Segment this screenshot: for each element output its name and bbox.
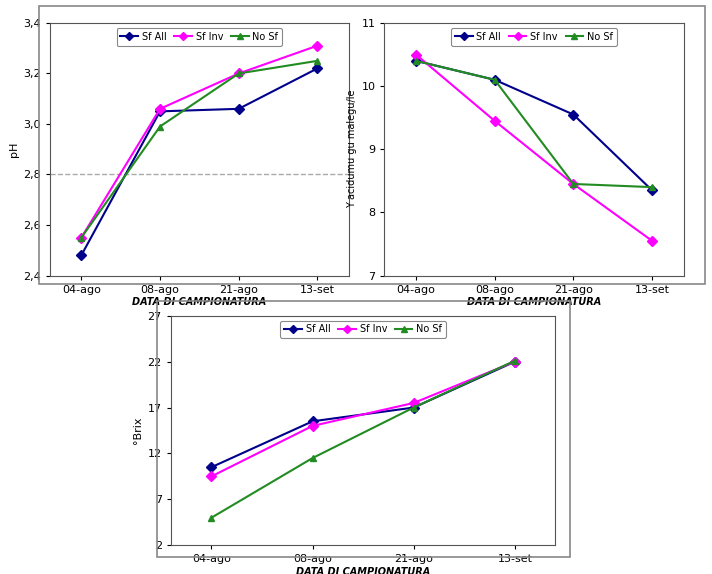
No Sf <box>77 234 85 241</box>
Sf All <box>308 418 317 425</box>
Legend: Sf All, Sf Inv, No Sf: Sf All, Sf Inv, No Sf <box>117 28 282 45</box>
X-axis label: DATA DI CAMPIONATURA: DATA DI CAMPIONATURA <box>132 297 266 307</box>
Sf All <box>77 252 85 259</box>
Line: No Sf: No Sf <box>208 357 518 521</box>
Line: No Sf: No Sf <box>412 57 656 191</box>
Sf Inv <box>412 51 420 58</box>
Sf Inv <box>511 358 519 365</box>
Sf All <box>511 358 519 365</box>
Y-axis label: °Brix: °Brix <box>133 417 143 444</box>
Y-axis label: Y acidumu gu malegu/le: Y acidumu gu malegu/le <box>347 90 357 208</box>
Sf All <box>569 111 577 118</box>
No Sf <box>409 404 418 411</box>
No Sf <box>569 181 577 188</box>
No Sf <box>412 57 420 64</box>
Legend: Sf All, Sf Inv, No Sf: Sf All, Sf Inv, No Sf <box>451 28 617 45</box>
Sf Inv <box>569 181 577 188</box>
No Sf <box>491 76 499 83</box>
Line: Sf Inv: Sf Inv <box>412 51 656 245</box>
Line: Sf All: Sf All <box>208 358 518 471</box>
Sf Inv <box>491 118 499 125</box>
X-axis label: DATA DI CAMPIONATURA: DATA DI CAMPIONATURA <box>296 567 430 574</box>
Line: Sf All: Sf All <box>78 65 321 259</box>
Line: Sf All: Sf All <box>412 57 656 194</box>
No Sf <box>234 70 243 77</box>
Sf Inv <box>156 106 164 113</box>
No Sf <box>648 184 656 191</box>
Y-axis label: pH: pH <box>9 142 19 157</box>
Sf All <box>207 464 216 471</box>
Sf All <box>412 57 420 64</box>
Sf All <box>313 65 322 72</box>
Sf All <box>648 187 656 194</box>
No Sf <box>207 514 216 521</box>
Sf Inv <box>409 400 418 406</box>
No Sf <box>156 123 164 130</box>
Sf Inv <box>313 42 322 49</box>
Line: Sf Inv: Sf Inv <box>78 42 321 241</box>
Legend: Sf All, Sf Inv, No Sf: Sf All, Sf Inv, No Sf <box>281 320 446 338</box>
Sf Inv <box>77 234 85 241</box>
Sf All <box>409 404 418 411</box>
No Sf <box>511 357 519 364</box>
Line: No Sf: No Sf <box>78 57 321 241</box>
Sf All <box>234 106 243 113</box>
X-axis label: DATA DI CAMPIONATURA: DATA DI CAMPIONATURA <box>467 297 601 307</box>
Sf All <box>491 76 499 83</box>
No Sf <box>313 57 322 64</box>
Sf Inv <box>207 473 216 480</box>
Sf All <box>156 108 164 115</box>
Sf Inv <box>648 238 656 245</box>
No Sf <box>308 455 317 461</box>
Sf Inv <box>234 70 243 77</box>
Sf Inv <box>308 422 317 429</box>
Line: Sf Inv: Sf Inv <box>208 358 518 480</box>
